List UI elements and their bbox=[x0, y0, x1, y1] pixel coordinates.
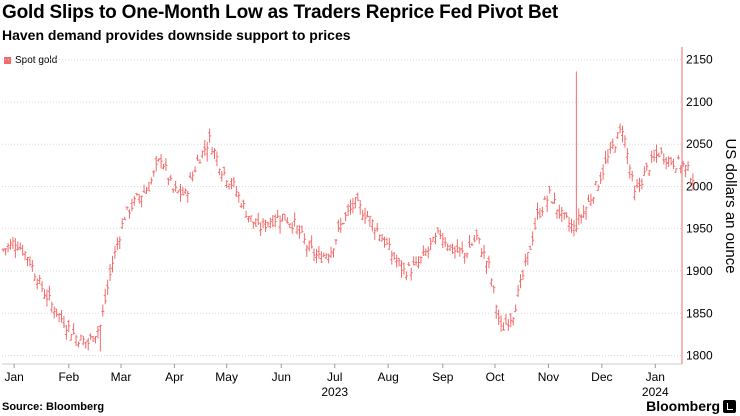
chart-title: Gold Slips to One-Month Low as Traders R… bbox=[2, 2, 558, 23]
legend-label: Spot gold bbox=[15, 55, 58, 66]
x-year-label: 2023 bbox=[321, 385, 348, 399]
x-tick-label: Jan bbox=[4, 370, 23, 384]
legend-swatch bbox=[4, 57, 11, 64]
x-tick-label: Mar bbox=[111, 370, 132, 384]
x-tick-label: Apr bbox=[165, 370, 184, 384]
y-tick-label: 1800 bbox=[686, 349, 713, 363]
x-tick-label: Nov bbox=[538, 370, 559, 384]
x-tick-label: Jul bbox=[327, 370, 342, 384]
y-tick-label: 1900 bbox=[686, 264, 713, 278]
y-axis-label: US dollars an ounce bbox=[722, 138, 739, 273]
x-tick-label: Jan bbox=[646, 370, 665, 384]
x-tick-label: Oct bbox=[486, 370, 505, 384]
source-note: Source: Bloomberg bbox=[2, 401, 105, 413]
y-tick-label: 1950 bbox=[686, 222, 713, 236]
x-tick-label: Dec bbox=[591, 370, 612, 384]
ohlc-series bbox=[1, 71, 695, 352]
x-tick-label: Jun bbox=[272, 370, 291, 384]
y-tick-label: 2150 bbox=[686, 53, 713, 67]
brand-logo: Bloomberg bbox=[646, 398, 720, 414]
y-tick-label: 2100 bbox=[686, 95, 713, 109]
y-tick-label: 2050 bbox=[686, 137, 713, 151]
y-tick-label: 1850 bbox=[686, 306, 713, 320]
bloomberg-chart-icon bbox=[723, 400, 736, 413]
x-tick-label: Feb bbox=[58, 370, 79, 384]
x-tick-label: Aug bbox=[377, 370, 398, 384]
x-tick-label: May bbox=[215, 370, 238, 384]
chart-subtitle: Haven demand provides downside support t… bbox=[2, 27, 351, 43]
legend: Spot gold bbox=[4, 55, 57, 66]
x-year-label: 2024 bbox=[642, 385, 669, 399]
x-tick-label: Sep bbox=[432, 370, 454, 384]
